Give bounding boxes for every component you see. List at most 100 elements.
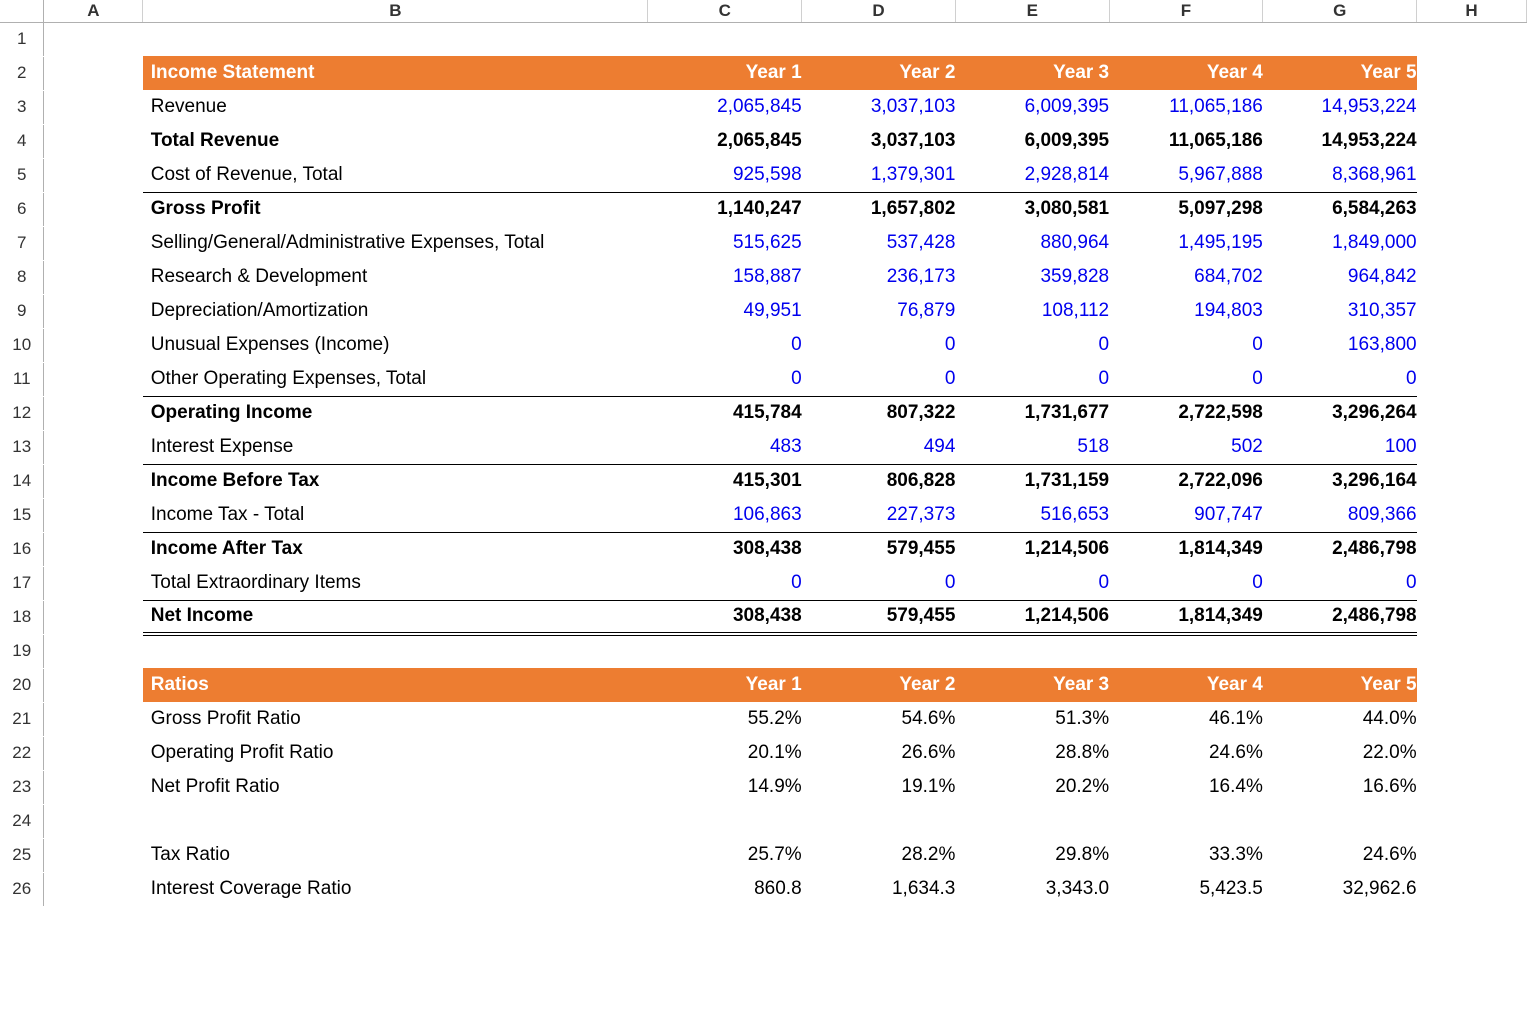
year-header[interactable]: Year 5 xyxy=(1263,56,1417,90)
value-cell[interactable]: 14.9% xyxy=(648,770,802,804)
value-cell[interactable]: 516,653 xyxy=(955,498,1109,532)
row-header[interactable]: 4 xyxy=(0,124,44,158)
cell[interactable] xyxy=(1417,294,1527,328)
cell[interactable] xyxy=(44,600,143,634)
cell[interactable] xyxy=(44,566,143,600)
value-cell[interactable]: 5,423.5 xyxy=(1109,872,1263,906)
value-cell[interactable]: 14,953,224 xyxy=(1263,124,1417,158)
value-cell[interactable]: 0 xyxy=(1109,566,1263,600)
value-cell[interactable]: 24.6% xyxy=(1109,736,1263,770)
value-cell[interactable]: 0 xyxy=(648,328,802,362)
value-cell[interactable]: 11,065,186 xyxy=(1109,90,1263,124)
cell[interactable] xyxy=(1417,838,1527,872)
value-cell[interactable]: 809,366 xyxy=(1263,498,1417,532)
value-cell[interactable]: 46.1% xyxy=(1109,702,1263,736)
row-label[interactable]: Net Profit Ratio xyxy=(143,770,648,804)
col-header-D[interactable]: D xyxy=(802,0,956,22)
value-cell[interactable]: 5,097,298 xyxy=(1109,192,1263,226)
cell[interactable] xyxy=(143,634,648,668)
value-cell[interactable]: 100 xyxy=(1263,430,1417,464)
cell[interactable] xyxy=(44,396,143,430)
value-cell[interactable]: 194,803 xyxy=(1109,294,1263,328)
value-cell[interactable]: 518 xyxy=(955,430,1109,464)
value-cell[interactable]: 0 xyxy=(1263,362,1417,396)
cell[interactable] xyxy=(1417,56,1527,90)
row-label[interactable]: Operating Income xyxy=(143,396,648,430)
cell[interactable] xyxy=(1417,804,1527,838)
value-cell[interactable]: 14,953,224 xyxy=(1263,90,1417,124)
row-label[interactable]: Income Before Tax xyxy=(143,464,648,498)
value-cell[interactable]: 2,928,814 xyxy=(955,158,1109,192)
value-cell[interactable]: 1,814,349 xyxy=(1109,532,1263,566)
col-header-F[interactable]: F xyxy=(1109,0,1263,22)
cell[interactable] xyxy=(1417,362,1527,396)
value-cell[interactable]: 579,455 xyxy=(802,532,956,566)
value-cell[interactable]: 19.1% xyxy=(802,770,956,804)
value-cell[interactable]: 2,722,598 xyxy=(1109,396,1263,430)
value-cell[interactable] xyxy=(1109,804,1263,838)
cell[interactable] xyxy=(1417,668,1527,702)
row-label[interactable]: Total Extraordinary Items xyxy=(143,566,648,600)
value-cell[interactable]: 6,009,395 xyxy=(955,124,1109,158)
value-cell[interactable]: 1,814,349 xyxy=(1109,600,1263,634)
row-label[interactable]: Gross Profit Ratio xyxy=(143,702,648,736)
spreadsheet-grid[interactable]: A B C D E F G H 1 2 Income Statement Yea… xyxy=(0,0,1527,907)
row-header[interactable]: 9 xyxy=(0,294,44,328)
row-header[interactable]: 2 xyxy=(0,56,44,90)
row-header[interactable]: 7 xyxy=(0,226,44,260)
row-header[interactable]: 25 xyxy=(0,838,44,872)
value-cell[interactable]: 0 xyxy=(1109,362,1263,396)
year-header[interactable]: Year 2 xyxy=(802,56,956,90)
value-cell[interactable]: 310,357 xyxy=(1263,294,1417,328)
col-header-C[interactable]: C xyxy=(648,0,802,22)
value-cell[interactable]: 1,495,195 xyxy=(1109,226,1263,260)
value-cell[interactable]: 806,828 xyxy=(802,464,956,498)
cell[interactable] xyxy=(1417,260,1527,294)
row-header[interactable]: 15 xyxy=(0,498,44,532)
cell[interactable] xyxy=(1417,736,1527,770)
cell[interactable] xyxy=(44,464,143,498)
cell[interactable] xyxy=(1109,634,1263,668)
value-cell[interactable]: 5,967,888 xyxy=(1109,158,1263,192)
cell[interactable] xyxy=(44,736,143,770)
cell[interactable] xyxy=(44,702,143,736)
cell[interactable] xyxy=(648,634,802,668)
section-title[interactable]: Income Statement xyxy=(143,56,648,90)
row-header[interactable]: 6 xyxy=(0,192,44,226)
cell[interactable] xyxy=(1417,634,1527,668)
value-cell[interactable]: 16.6% xyxy=(1263,770,1417,804)
year-header[interactable]: Year 3 xyxy=(955,56,1109,90)
col-header-E[interactable]: E xyxy=(955,0,1109,22)
value-cell[interactable]: 22.0% xyxy=(1263,736,1417,770)
value-cell[interactable]: 2,722,096 xyxy=(1109,464,1263,498)
value-cell[interactable]: 16.4% xyxy=(1109,770,1263,804)
value-cell[interactable]: 33.3% xyxy=(1109,838,1263,872)
cell[interactable] xyxy=(955,634,1109,668)
row-header[interactable]: 21 xyxy=(0,702,44,736)
value-cell[interactable]: 0 xyxy=(1109,328,1263,362)
year-header[interactable]: Year 3 xyxy=(955,668,1109,702)
value-cell[interactable]: 1,849,000 xyxy=(1263,226,1417,260)
row-label[interactable]: Income Tax - Total xyxy=(143,498,648,532)
cell[interactable] xyxy=(44,634,143,668)
cell[interactable] xyxy=(44,124,143,158)
cell[interactable] xyxy=(1417,498,1527,532)
row-label[interactable]: Unusual Expenses (Income) xyxy=(143,328,648,362)
value-cell[interactable]: 0 xyxy=(802,328,956,362)
value-cell[interactable]: 76,879 xyxy=(802,294,956,328)
row-header[interactable]: 10 xyxy=(0,328,44,362)
section-title[interactable]: Ratios xyxy=(143,668,648,702)
row-label[interactable]: Revenue xyxy=(143,90,648,124)
cell[interactable] xyxy=(44,770,143,804)
row-label[interactable]: Gross Profit xyxy=(143,192,648,226)
row-header[interactable]: 12 xyxy=(0,396,44,430)
value-cell[interactable]: 25.7% xyxy=(648,838,802,872)
cell[interactable] xyxy=(1417,328,1527,362)
value-cell[interactable]: 163,800 xyxy=(1263,328,1417,362)
row-header[interactable]: 17 xyxy=(0,566,44,600)
value-cell[interactable] xyxy=(955,804,1109,838)
value-cell[interactable] xyxy=(1263,804,1417,838)
value-cell[interactable]: 0 xyxy=(802,362,956,396)
row-header[interactable]: 24 xyxy=(0,804,44,838)
value-cell[interactable]: 964,842 xyxy=(1263,260,1417,294)
